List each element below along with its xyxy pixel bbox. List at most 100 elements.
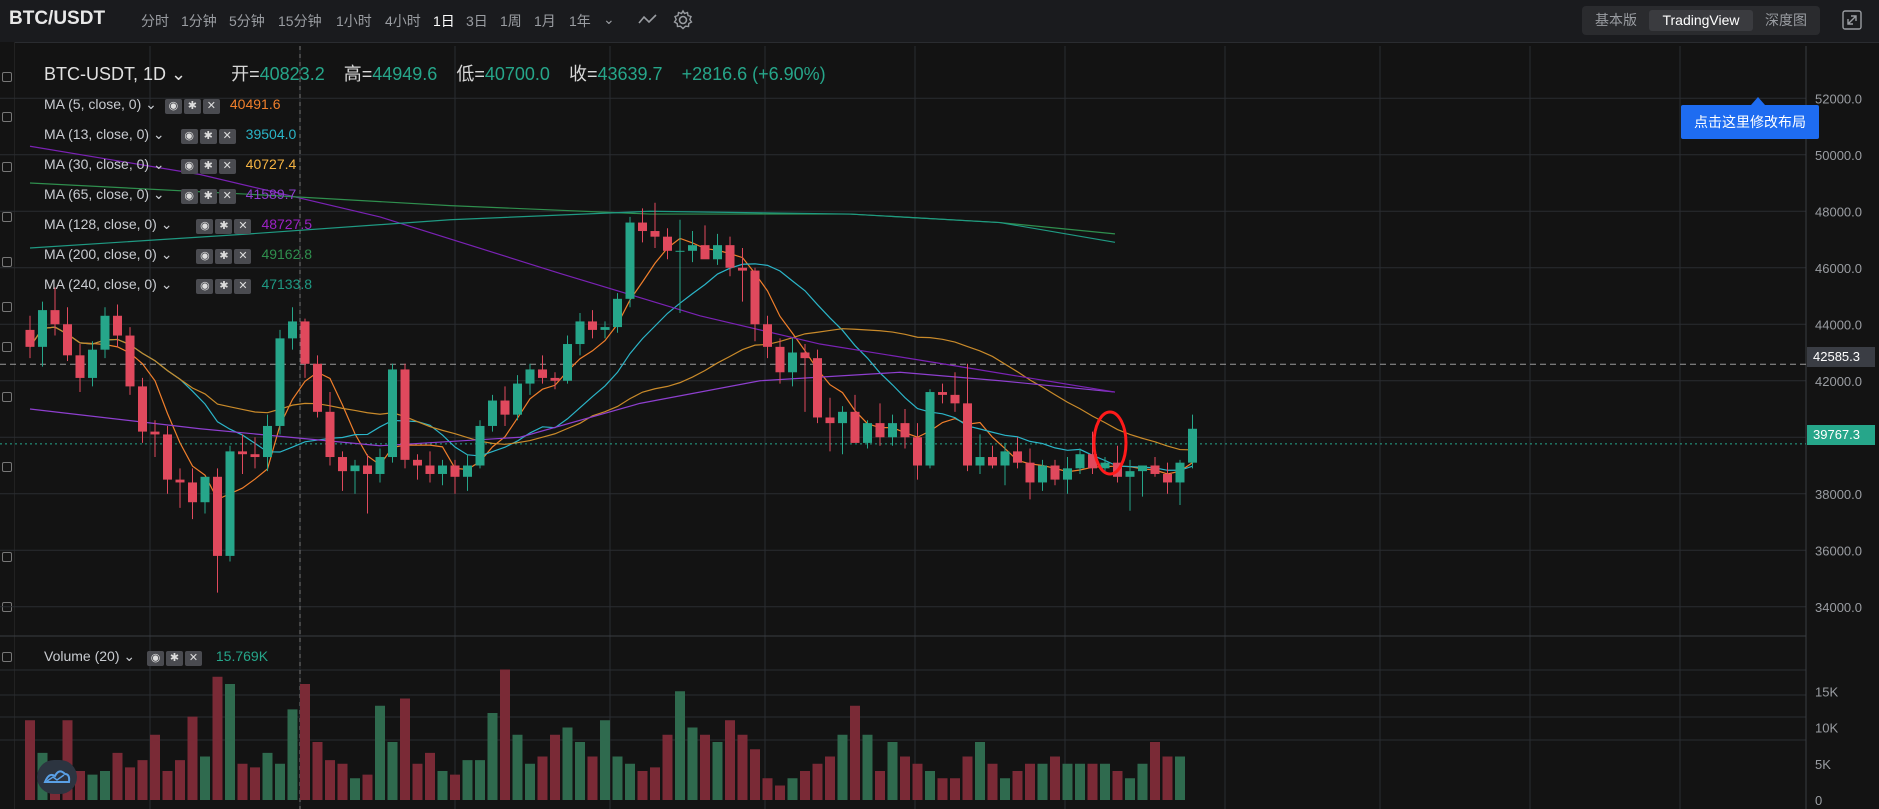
gear-icon[interactable]	[671, 8, 695, 32]
eye-icon[interactable]: ◉	[180, 159, 198, 175]
close-icon[interactable]: ✕	[185, 651, 202, 667]
eye-icon[interactable]: ◉	[147, 651, 164, 667]
volume-tick-label: 5K	[1815, 757, 1831, 772]
tool-icon[interactable]	[2, 112, 12, 122]
volume-tick-label: 0	[1815, 793, 1822, 808]
chevron-down-icon[interactable]: ⌄	[603, 11, 615, 27]
interval-6[interactable]: 1日	[433, 13, 455, 29]
interval-3[interactable]: 15分钟	[278, 13, 322, 29]
eye-icon[interactable]: ◉	[196, 219, 214, 235]
candle-body	[375, 457, 385, 474]
price-chart[interactable]: 52000.0 50000.0 48000.0 46000.0 44000.0 42000…	[0, 42, 1879, 809]
view-basic-button[interactable]: 基本版	[1595, 12, 1637, 28]
tool-icon[interactable]	[2, 162, 12, 172]
tool-icon[interactable]	[2, 392, 12, 402]
eye-icon[interactable]: ◉	[180, 129, 198, 145]
view-tradingview-button[interactable]: TradingView	[1649, 10, 1753, 31]
volume-bar	[800, 771, 810, 800]
gear-icon[interactable]: ✱	[199, 129, 217, 145]
candle-body	[800, 352, 810, 359]
volume-bar	[625, 763, 635, 800]
close-icon[interactable]: ✕	[218, 129, 236, 145]
volume-bar	[925, 771, 935, 800]
tool-icon[interactable]	[2, 652, 12, 662]
interval-9[interactable]: 1月	[534, 13, 556, 29]
volume-bar	[137, 760, 148, 800]
indicator-row: MA (240, close, 0) ⌄ ◉ ✱ ✕ 47133.8	[44, 276, 313, 295]
gear-icon[interactable]: ✱	[215, 219, 233, 235]
volume-bars	[25, 669, 1185, 800]
volume-bar	[875, 771, 885, 800]
candle-body	[850, 411, 860, 443]
gear-icon[interactable]: ✱	[183, 99, 201, 115]
interval-4[interactable]: 1小时	[336, 13, 372, 29]
gear-icon[interactable]: ✱	[215, 279, 233, 295]
candle-body	[963, 403, 972, 466]
interval-5[interactable]: 4小时	[385, 13, 421, 29]
interval-1[interactable]: 1分钟	[181, 13, 217, 29]
fullscreen-icon[interactable]	[1841, 9, 1863, 31]
interval-7[interactable]: 3日	[466, 13, 488, 29]
legend-title[interactable]: BTC-USDT, 1D	[44, 64, 167, 84]
indicator-label[interactable]: MA (13, close, 0)	[44, 126, 150, 142]
candle-body	[438, 465, 447, 474]
indicator-value: 49162.8	[261, 246, 313, 262]
candle-body	[175, 479, 185, 483]
close-icon[interactable]: ✕	[218, 159, 236, 175]
gear-icon[interactable]: ✱	[199, 189, 217, 205]
indicator-row: MA (128, close, 0) ⌄ ◉ ✱ ✕ 48727.5	[44, 216, 313, 235]
tool-icon[interactable]	[2, 212, 12, 222]
gear-icon[interactable]: ✱	[215, 249, 233, 265]
candle-body	[188, 482, 197, 503]
interval-2[interactable]: 5分钟	[229, 13, 265, 29]
candle-body	[575, 321, 585, 345]
volume-label[interactable]: Volume (20)	[44, 648, 120, 664]
line-chart-icon[interactable]	[636, 8, 660, 32]
close-icon[interactable]: ✕	[234, 249, 252, 265]
indicator-label[interactable]: MA (240, close, 0)	[44, 276, 157, 292]
volume-bar	[637, 771, 648, 800]
volume-bar	[512, 734, 523, 800]
tool-icon[interactable]	[2, 552, 12, 562]
candle-body	[525, 369, 535, 384]
gear-icon[interactable]: ✱	[166, 651, 183, 667]
tool-icon[interactable]	[2, 72, 12, 82]
candle-body	[475, 425, 485, 466]
candle-body	[688, 245, 697, 251]
volume-bar	[312, 742, 323, 800]
interval-10[interactable]: 1年	[569, 13, 591, 29]
close-icon[interactable]: ✕	[202, 99, 220, 115]
candle-body	[1025, 462, 1035, 483]
candle-body	[713, 245, 722, 260]
eye-icon[interactable]: ◉	[196, 279, 214, 295]
volume-bar	[350, 778, 360, 800]
indicator-label[interactable]: MA (5, close, 0)	[44, 96, 142, 112]
eye-icon[interactable]: ◉	[164, 99, 182, 115]
tool-icon[interactable]	[2, 342, 12, 352]
symbol-title[interactable]: BTC/USDT	[9, 8, 106, 29]
indicator-label[interactable]: MA (65, close, 0)	[44, 186, 150, 202]
interval-8[interactable]: 1周	[500, 13, 522, 29]
layout-tooltip[interactable]: 点击这里修改布局	[1681, 97, 1819, 139]
chart-grid	[0, 46, 1807, 809]
interval-0[interactable]: 分时	[141, 13, 169, 29]
tool-icon[interactable]	[2, 462, 12, 472]
volume-bar	[675, 691, 685, 800]
tool-icon[interactable]	[2, 302, 12, 312]
indicator-label[interactable]: MA (128, close, 0)	[44, 216, 157, 232]
close-icon[interactable]: ✕	[234, 279, 252, 295]
gear-icon[interactable]: ✱	[199, 159, 217, 175]
tool-icon[interactable]	[2, 257, 12, 267]
volume-bar	[500, 669, 510, 800]
indicator-label[interactable]: MA (200, close, 0)	[44, 246, 157, 262]
close-icon[interactable]: ✕	[218, 189, 236, 205]
view-depth-button[interactable]: 深度图	[1765, 12, 1807, 28]
candle-body	[1175, 462, 1185, 483]
tradingview-logo-icon	[37, 760, 77, 794]
close-icon[interactable]: ✕	[234, 219, 252, 235]
candle-body	[538, 369, 547, 378]
eye-icon[interactable]: ◉	[196, 249, 214, 265]
indicator-label[interactable]: MA (30, close, 0)	[44, 156, 150, 172]
candle-body	[413, 459, 422, 466]
eye-icon[interactable]: ◉	[180, 189, 198, 205]
